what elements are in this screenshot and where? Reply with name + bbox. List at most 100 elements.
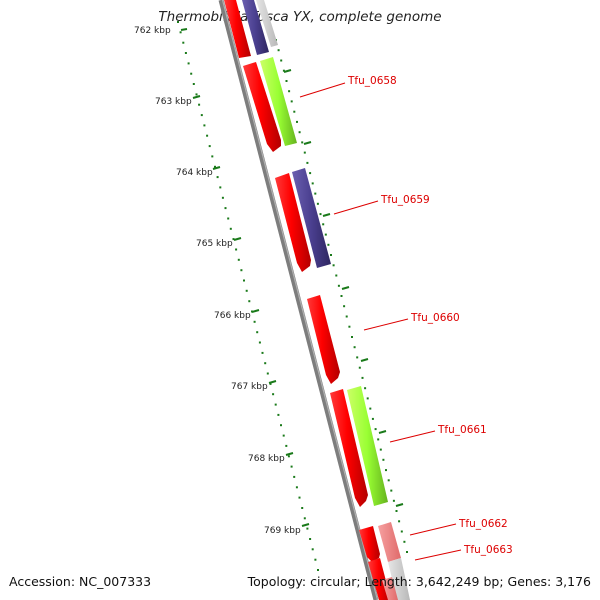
- track-dot: [245, 289, 248, 292]
- track-dot: [364, 387, 367, 390]
- track-dot: [216, 176, 219, 179]
- track-dot: [277, 49, 280, 52]
- track-dot: [324, 233, 327, 236]
- gene-tfu0659-track[interactable]: [292, 168, 331, 268]
- gene-tfu0663-track[interactable]: [388, 558, 410, 600]
- track-dot: [280, 424, 282, 427]
- track-dot: [290, 465, 293, 468]
- track-dot: [280, 59, 283, 62]
- track-dot: [348, 325, 351, 328]
- track-dot: [330, 254, 332, 256]
- track-dot: [224, 207, 227, 210]
- track-dot: [311, 182, 314, 185]
- gene-tfu0659-cds[interactable]: [275, 173, 311, 272]
- gene-tfu0658-track[interactable]: [260, 57, 297, 146]
- track-dot: [366, 397, 369, 400]
- ruler-label-765: 765 kbp: [196, 239, 233, 249]
- ruler-label-766: 766 kbp: [214, 311, 251, 321]
- backbone-highlight: [221, 0, 379, 600]
- genome-summary-text: Topology: circular; Length: 3,642,249 bp…: [247, 574, 591, 589]
- ruler-tick-766: 766 kbp: [214, 309, 260, 321]
- track-dot: [303, 517, 306, 520]
- ruler-tick-762: 762 kbp: [134, 26, 188, 36]
- track-dot: [256, 331, 259, 334]
- gene-label-tfu0659[interactable]: Tfu_0659: [380, 194, 430, 206]
- feature-dots: [275, 39, 408, 553]
- backbone-line: [218, 0, 379, 600]
- feature-track-marks: [283, 69, 404, 507]
- ruler-label-763: 763 kbp: [155, 97, 192, 107]
- track-dot: [351, 336, 353, 338]
- track-dot: [311, 548, 314, 551]
- track-dot: [287, 455, 290, 458]
- track-dot: [301, 507, 304, 509]
- track-dot: [293, 110, 296, 113]
- track-dot: [317, 569, 319, 571]
- track-dot: [221, 196, 224, 199]
- track-dot: [400, 530, 403, 533]
- track-dot: [319, 213, 322, 216]
- track-dot: [395, 510, 398, 512]
- gene-label-tfu0663[interactable]: Tfu_0663: [463, 544, 513, 556]
- track-dot: [353, 346, 356, 349]
- track-dot: [195, 93, 198, 96]
- gene-tfu0661-cds[interactable]: [330, 389, 368, 507]
- track-dot: [377, 438, 380, 441]
- track-dot: [277, 413, 280, 416]
- track-dot: [392, 499, 395, 502]
- gene-partial-top-purple[interactable]: [242, 0, 269, 55]
- gene-label-tfu0660[interactable]: Tfu_0660: [410, 312, 460, 324]
- track-dot: [379, 448, 382, 451]
- track-dot: [264, 362, 267, 365]
- track-dot: [285, 444, 288, 447]
- ruler-tick-763: 763 kbp: [155, 95, 201, 107]
- accession-text: Accession: NC_007333: [9, 574, 152, 589]
- ruler-tick-767: 767 kbp: [231, 380, 277, 392]
- track-dot: [356, 356, 359, 359]
- gene-label-tfu0658[interactable]: Tfu_0658: [347, 75, 397, 87]
- ruler-tick-769: 769 kbp: [264, 523, 310, 536]
- track-dot: [309, 172, 312, 175]
- gene-label-tfu0662[interactable]: Tfu_0662: [458, 518, 508, 530]
- ruler-label-768: 768 kbp: [248, 454, 285, 464]
- track-dot: [309, 538, 312, 540]
- gene-label-tfu0661[interactable]: Tfu_0661: [437, 424, 487, 436]
- track-dot: [385, 469, 387, 472]
- gene-tfu0662-track[interactable]: [378, 522, 401, 562]
- track-dot: [403, 540, 406, 543]
- track-dot: [182, 41, 185, 44]
- track-dot: [340, 295, 343, 297]
- gene-tfu0662-cds[interactable]: [359, 526, 380, 562]
- track-dot: [306, 161, 309, 164]
- track-dot: [390, 489, 393, 492]
- ruler-label-767: 767 kbp: [231, 382, 268, 392]
- track-dot: [337, 284, 340, 287]
- track-dot: [303, 151, 306, 154]
- track-dot: [266, 372, 269, 375]
- track-dot: [206, 134, 209, 137]
- ruler-tick-765: 765 kbp: [196, 237, 242, 249]
- track-dot: [203, 124, 206, 127]
- track-dot: [192, 83, 195, 85]
- track-dot: [274, 403, 277, 406]
- track-dot: [243, 279, 245, 282]
- gene-partial-top-cds[interactable]: [224, 0, 251, 58]
- track-dot: [288, 90, 291, 93]
- gene-tfu0658-cds[interactable]: [243, 62, 281, 152]
- track-dot: [232, 238, 235, 241]
- gene-tfu0661-track[interactable]: [347, 386, 388, 506]
- track-dot: [314, 558, 317, 561]
- track-dot: [358, 366, 361, 369]
- gene-tfu0660-cds[interactable]: [307, 295, 340, 384]
- track-dot: [229, 227, 232, 230]
- track-dot: [179, 31, 182, 34]
- track-dot: [343, 305, 346, 308]
- track-dot: [387, 479, 390, 482]
- track-dot: [398, 520, 401, 523]
- track-dot: [293, 475, 296, 478]
- track-dot: [316, 202, 319, 205]
- track-dot: [240, 269, 243, 272]
- track-dot: [190, 72, 193, 75]
